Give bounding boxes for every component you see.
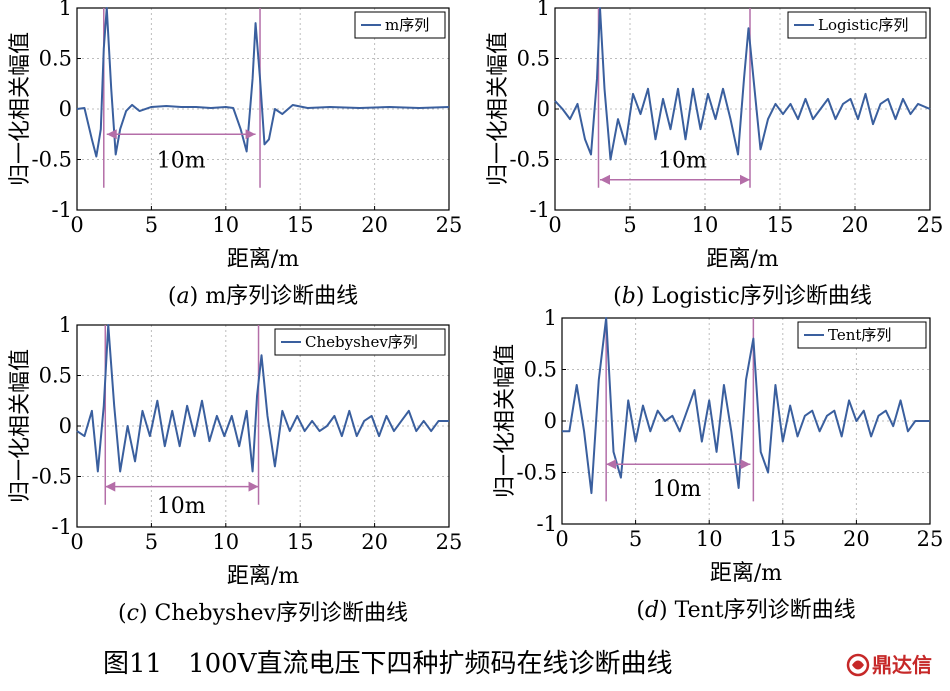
- x-tick-label: 5: [145, 530, 158, 554]
- x-tick-label: 0: [70, 213, 83, 237]
- x-axis-label: 距离/m: [227, 564, 299, 589]
- y-axis-label: 归一化相关幅值: [8, 349, 33, 503]
- logo: 鼎达信: [846, 653, 932, 677]
- y-tick-label: 0.5: [524, 358, 557, 382]
- x-axis-label: 距离/m: [706, 247, 778, 272]
- x-tick-label: 20: [842, 213, 869, 237]
- x-axis-label: 距离/m: [227, 247, 299, 272]
- legend-label: m序列: [385, 16, 429, 34]
- arrow-head-right: [245, 129, 256, 140]
- legend-label: Logistic序列: [818, 16, 908, 34]
- x-tick-label: 10: [212, 213, 239, 237]
- arrow-head-left: [106, 129, 117, 140]
- chart-panel-d: 0 5 10 15 20 25 -1 -0.5 0 0.5 1 距离/m 归一化相关幅值 (d) Tent…: [493, 306, 943, 623]
- logo-text: 鼎达信: [872, 653, 932, 677]
- x-tick-label: 10: [212, 530, 239, 554]
- y-tick-label: 1: [537, 0, 550, 20]
- x-tick-label: 5: [629, 527, 642, 551]
- y-tick-label: 0: [59, 97, 72, 121]
- y-tick-label: -1: [52, 515, 72, 539]
- y-axis-label: 归一化相关幅值: [493, 344, 518, 498]
- chart-panel-a: 0 5 10 15 20 25 -1 -0.5 0 0.5 1 距离/m 归一化相关幅值 (a) m序列诊…: [8, 0, 462, 309]
- distance-annotation: 10m: [157, 494, 206, 519]
- x-tick-label: 10: [696, 527, 723, 551]
- x-tick-label: 25: [436, 530, 463, 554]
- series-line: [76, 7, 450, 158]
- series-line: [76, 324, 449, 473]
- x-tick-label: 25: [917, 527, 944, 551]
- x-tick-label: 20: [843, 527, 870, 551]
- y-tick-label: -0.5: [517, 461, 558, 485]
- y-tick-label: 0: [59, 414, 72, 438]
- x-tick-label: 5: [145, 213, 158, 237]
- legend-box: [274, 328, 446, 356]
- x-tick-label: 10: [692, 213, 719, 237]
- x-tick-label: 20: [361, 530, 388, 554]
- x-tick-label: 25: [436, 213, 463, 237]
- y-tick-label: 0.5: [517, 47, 550, 71]
- figure-title: 图11 100V直流电压下四种扩频码在线诊断曲线: [103, 649, 673, 679]
- y-tick-label: 0.5: [39, 47, 72, 71]
- x-tick-label: 15: [287, 530, 314, 554]
- x-tick-label: 15: [287, 213, 314, 237]
- arrow-head-left: [600, 174, 610, 185]
- panel-caption: (b) Logistic序列诊断曲线: [613, 284, 872, 309]
- x-tick-label: 25: [917, 213, 944, 237]
- distance-annotation: 10m: [652, 477, 701, 502]
- x-tick-label: 0: [70, 530, 83, 554]
- y-tick-label: -1: [530, 198, 550, 222]
- x-tick-label: 0: [555, 527, 568, 551]
- distance-annotation: 10m: [658, 149, 707, 174]
- arrow-head-right: [248, 481, 259, 492]
- y-tick-label: 0: [544, 409, 557, 433]
- chart-panel-c: 0 5 10 15 20 25 -1 -0.5 0 0.5 1 距离/m 归一化相关幅值 (c) Cheb…: [8, 313, 462, 626]
- y-axis-label: 归一化相关幅值: [8, 32, 33, 186]
- y-tick-label: -0.5: [32, 465, 73, 489]
- x-tick-label: 20: [361, 213, 388, 237]
- arrow-head-left: [105, 481, 116, 492]
- logo-icon: [846, 653, 870, 677]
- y-tick-label: 0.5: [39, 364, 72, 388]
- arrow-head-left: [606, 459, 617, 470]
- y-tick-label: 0: [537, 97, 550, 121]
- y-tick-label: -1: [537, 512, 557, 536]
- logo-icon-mark: [852, 660, 864, 670]
- series-line: [554, 7, 931, 161]
- y-axis-label: 归一化相关幅值: [486, 32, 511, 186]
- x-axis-label: 距离/m: [710, 561, 782, 586]
- panel-caption: (d) Tent序列诊断曲线: [636, 598, 855, 623]
- x-tick-label: 15: [769, 527, 796, 551]
- legend-label: Tent序列: [828, 326, 891, 344]
- x-tick-label: 0: [548, 213, 561, 237]
- arrow-head-right: [740, 459, 751, 470]
- y-tick-label: 1: [59, 313, 72, 337]
- panel-caption: (a) m序列诊断曲线: [168, 284, 358, 309]
- panel-caption: (c) Chebyshev序列诊断曲线: [118, 601, 408, 626]
- chart-panel-b: 0 5 10 15 20 25 -1 -0.5 0 0.5 1 距离/m 归一化相关幅值 (b) Logi…: [486, 0, 943, 309]
- legend-box: [787, 11, 927, 39]
- x-tick-label: 15: [767, 213, 794, 237]
- y-tick-label: 1: [544, 306, 557, 330]
- legend-label: Chebyshev序列: [305, 333, 418, 351]
- distance-annotation: 10m: [157, 149, 206, 174]
- x-tick-label: 5: [623, 213, 636, 237]
- y-tick-label: -0.5: [32, 148, 73, 172]
- y-tick-label: -0.5: [510, 148, 551, 172]
- y-tick-label: 1: [59, 0, 72, 20]
- y-tick-label: -1: [52, 198, 72, 222]
- arrow-head-right: [740, 174, 750, 185]
